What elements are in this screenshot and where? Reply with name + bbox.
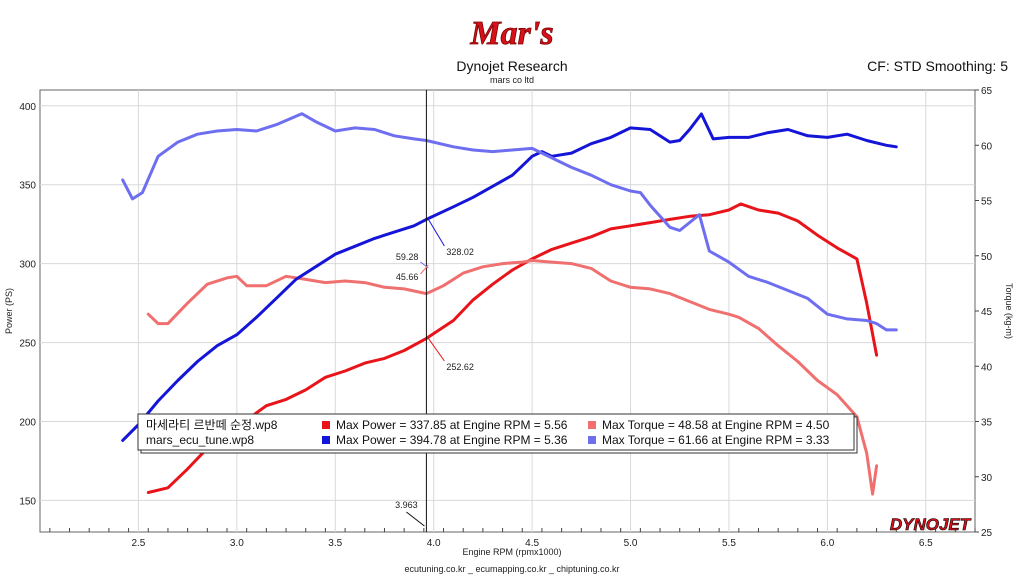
legend-file-name: 마세라티 르반떼 순정.wp8 [146, 418, 278, 432]
y-left-tick-label: 250 [19, 339, 36, 350]
dynojet-logo: DYNOJET [890, 515, 972, 534]
x-axis-title: Engine RPM (rpmx1000) [462, 547, 561, 557]
mars-logo-text: Mar's [469, 15, 553, 52]
cursor-x-label: 3.963 [395, 500, 418, 510]
y-right-tick-label: 55 [981, 197, 993, 208]
legend-max-power: Max Power = 337.85 at Engine RPM = 5.56 [336, 418, 568, 432]
series-line-run1_torque [146, 259, 879, 496]
y-left-tick-label: 400 [19, 102, 36, 113]
cursor-readout: 59.28 [396, 252, 419, 262]
cursor-readout: 328.02 [446, 247, 474, 257]
axes: 2.5 3.0 3.5 4.0 4.5 5.0 5.5 6.0 6.5 400 350 300 250 2… [19, 86, 992, 549]
y-axis-left-title: Power (PS) [4, 288, 14, 334]
legend-swatch-torque [588, 436, 596, 444]
y-left-tick-label: 150 [19, 496, 36, 507]
y-right-tick-label: 30 [981, 473, 993, 484]
legend-file-name: mars_ecu_tune.wp8 [146, 433, 254, 447]
y-right-tick-label: 25 [981, 528, 993, 539]
x-tick-label: 5.0 [624, 538, 638, 549]
series-line-run1_power [146, 202, 879, 494]
series-lines [121, 112, 898, 496]
legend-swatch-power [322, 436, 330, 444]
chart-title: Dynojet Research [456, 58, 567, 74]
y-right-tick-label: 65 [981, 86, 993, 97]
legend: 마세라티 르반떼 순정.wp8 Max Power = 337.85 at Eng… [137, 413, 858, 454]
cursor-readout-arrow [427, 219, 445, 247]
cursor-readout: 45.66 [396, 272, 419, 282]
y-right-tick-label: 50 [981, 252, 993, 263]
legend-max-power: Max Power = 394.78 at Engine RPM = 5.36 [336, 433, 568, 447]
cf-smoothing-label: CF: STD Smoothing: 5 [867, 58, 1008, 74]
x-tick-label: 6.5 [919, 538, 933, 549]
x-tick-label: 6.0 [820, 538, 834, 549]
cursor-readout-arrow [427, 338, 445, 362]
y-right-tick-label: 35 [981, 418, 993, 429]
y-left-tick-label: 350 [19, 181, 36, 192]
x-tick-label: 3.5 [328, 538, 342, 549]
legend-swatch-torque [588, 421, 596, 429]
y-axis-right-title: Torque (kg-m) [1004, 283, 1014, 339]
footer-sites: ecutuning.co.kr _ ecumapping.co.kr _ chi… [404, 564, 619, 574]
legend-swatch-power [322, 421, 330, 429]
cursor-readout-arrow [420, 264, 429, 275]
series-line-run2_torque [121, 112, 898, 332]
legend-frame [137, 413, 855, 451]
chart-subtitle: mars co ltd [490, 75, 534, 85]
series-line-run2_power [121, 112, 898, 442]
cursor: 3.963 328.02 59.28 45.66 252.62 [395, 90, 474, 532]
x-tick-label: 5.5 [722, 538, 736, 549]
x-tick-label: 3.0 [230, 538, 244, 549]
x-tick-label: 4.0 [427, 538, 441, 549]
legend-max-torque: Max Torque = 61.66 at Engine RPM = 3.33 [602, 433, 830, 447]
x-tick-label: 2.5 [131, 538, 145, 549]
logo: Mar's [469, 15, 554, 53]
y-left-tick-label: 200 [19, 418, 36, 429]
y-right-tick-label: 60 [981, 141, 993, 152]
x-tick-label: 4.5 [525, 538, 539, 549]
y-right-tick-label: 45 [981, 307, 993, 318]
cursor-x-pointer [406, 511, 425, 527]
y-right-tick-label: 40 [981, 362, 993, 373]
y-left-tick-label: 300 [19, 260, 36, 271]
legend-max-torque: Max Torque = 48.58 at Engine RPM = 4.50 [602, 418, 830, 432]
cursor-readout: 252.62 [446, 362, 474, 372]
